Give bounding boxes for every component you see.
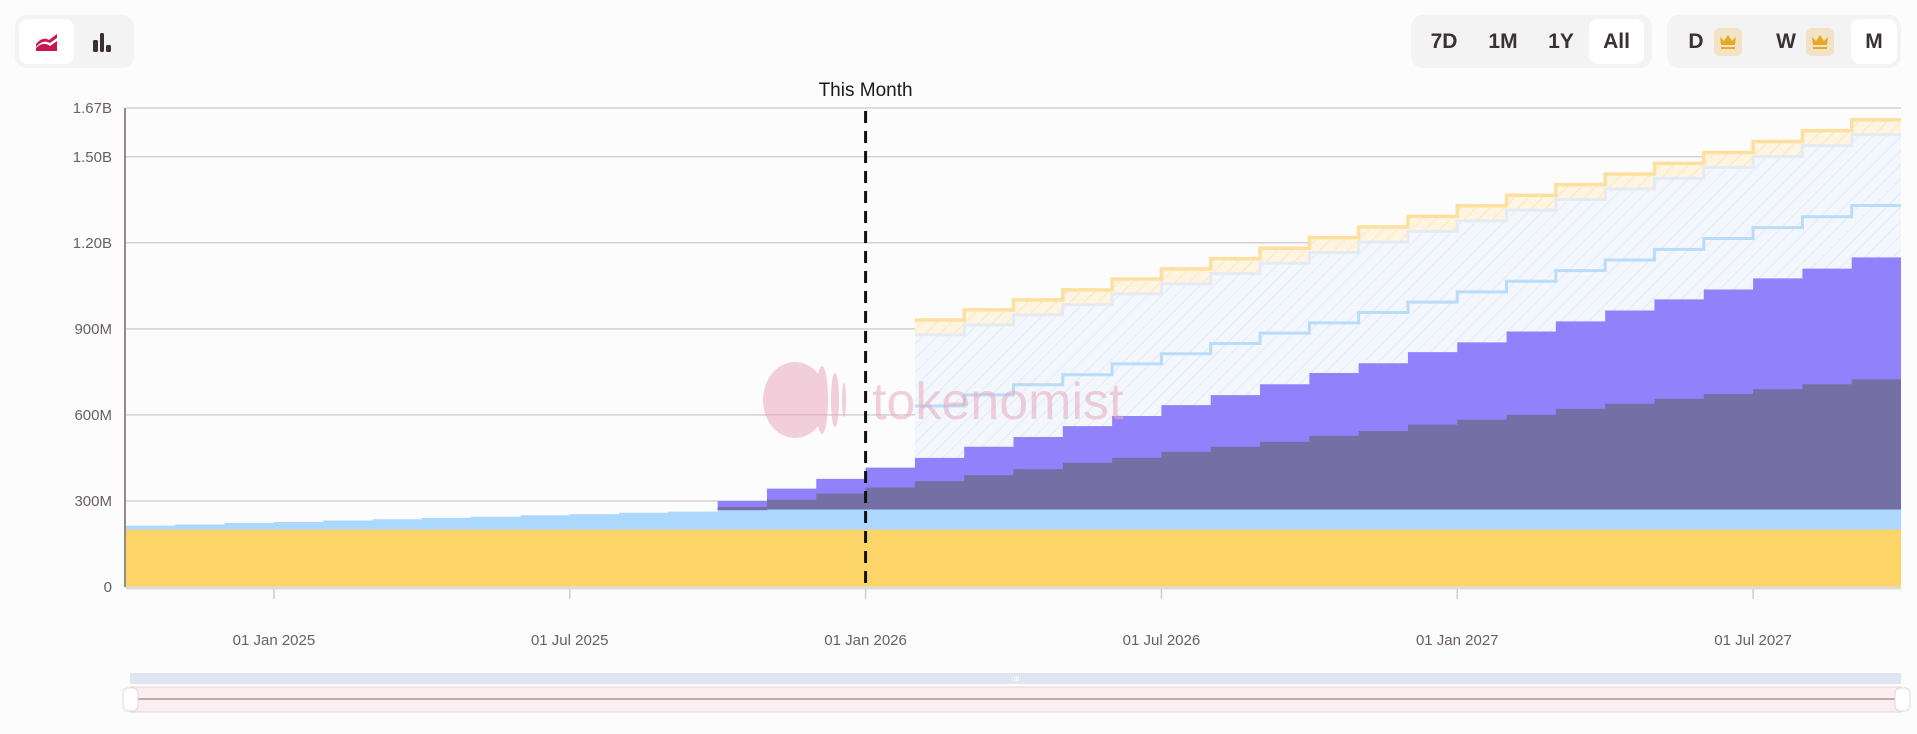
x-axis: 01 Jan 2025 01 Jul 2025 01 Jan 2026 01 Jul … xyxy=(126,586,1901,649)
premium-crown-icon xyxy=(1805,27,1834,56)
granularity-selector: D W M xyxy=(1667,15,1901,68)
x-tick-label: 01 Jan 2025 xyxy=(233,632,316,649)
projected-area-blue xyxy=(914,119,1901,458)
x-tick-label: 01 Jul 2025 xyxy=(531,632,609,649)
y-tick-label: 1.20B xyxy=(73,235,112,252)
granularity-daily-label: D xyxy=(1688,29,1704,53)
range-7d-button[interactable]: 7D xyxy=(1430,29,1458,53)
range-1y-button[interactable]: 1Y xyxy=(1548,29,1574,53)
x-tick-label: 01 Jul 2026 xyxy=(1123,632,1201,649)
watermark-text: tokenomist xyxy=(872,373,1124,431)
bar-chart-icon xyxy=(92,32,111,52)
granularity-weekly-button[interactable]: W xyxy=(1759,19,1851,64)
area-chart-icon xyxy=(35,33,57,51)
this-month-label: This Month xyxy=(819,80,913,101)
series-area-dark-purple xyxy=(717,379,1901,511)
granularity-weekly-label: W xyxy=(1776,29,1796,53)
chart-type-toggle xyxy=(15,15,134,68)
premium-crown-icon xyxy=(1713,27,1742,56)
time-range-selector: 7D 1M 1Y All xyxy=(1411,15,1652,68)
y-tick-label: 600M xyxy=(74,407,112,424)
bar-chart-button[interactable] xyxy=(74,19,129,64)
x-tick-label: 01 Jan 2027 xyxy=(1416,632,1499,649)
this-month-marker: This Month xyxy=(819,80,913,587)
y-tick-label: 1.50B xyxy=(73,149,112,166)
projected-line-blue xyxy=(914,204,1901,408)
projected-line-yellow xyxy=(914,118,1901,322)
range-all-button[interactable]: All xyxy=(1589,19,1644,64)
navigator-left-handle[interactable] xyxy=(122,687,139,712)
range-navigator[interactable] xyxy=(122,673,1911,713)
y-tick-label: 0 xyxy=(104,579,112,596)
x-tick-label: 01 Jan 2026 xyxy=(824,632,907,649)
area-chart-button[interactable] xyxy=(19,19,74,64)
y-tick-label: 300M xyxy=(74,493,112,510)
series-areas xyxy=(126,118,1901,587)
range-1m-button[interactable]: 1M xyxy=(1488,29,1518,53)
watermark-logo: tokenomist xyxy=(763,362,1124,438)
y-tick-label: 900M xyxy=(74,321,112,338)
series-area-yellow xyxy=(126,529,1901,587)
projected-lower-line xyxy=(914,133,1901,337)
granularity-monthly-button[interactable]: M xyxy=(1851,19,1897,64)
y-axis: 0 300M 600M 900M 1.20B 1.50B 1.67B xyxy=(73,100,126,596)
navigator-right-handle[interactable] xyxy=(1894,687,1911,712)
y-tick-label: 1.67B xyxy=(73,100,112,117)
x-tick-label: 01 Jul 2027 xyxy=(1714,632,1792,649)
granularity-daily-button[interactable]: D xyxy=(1671,19,1759,64)
